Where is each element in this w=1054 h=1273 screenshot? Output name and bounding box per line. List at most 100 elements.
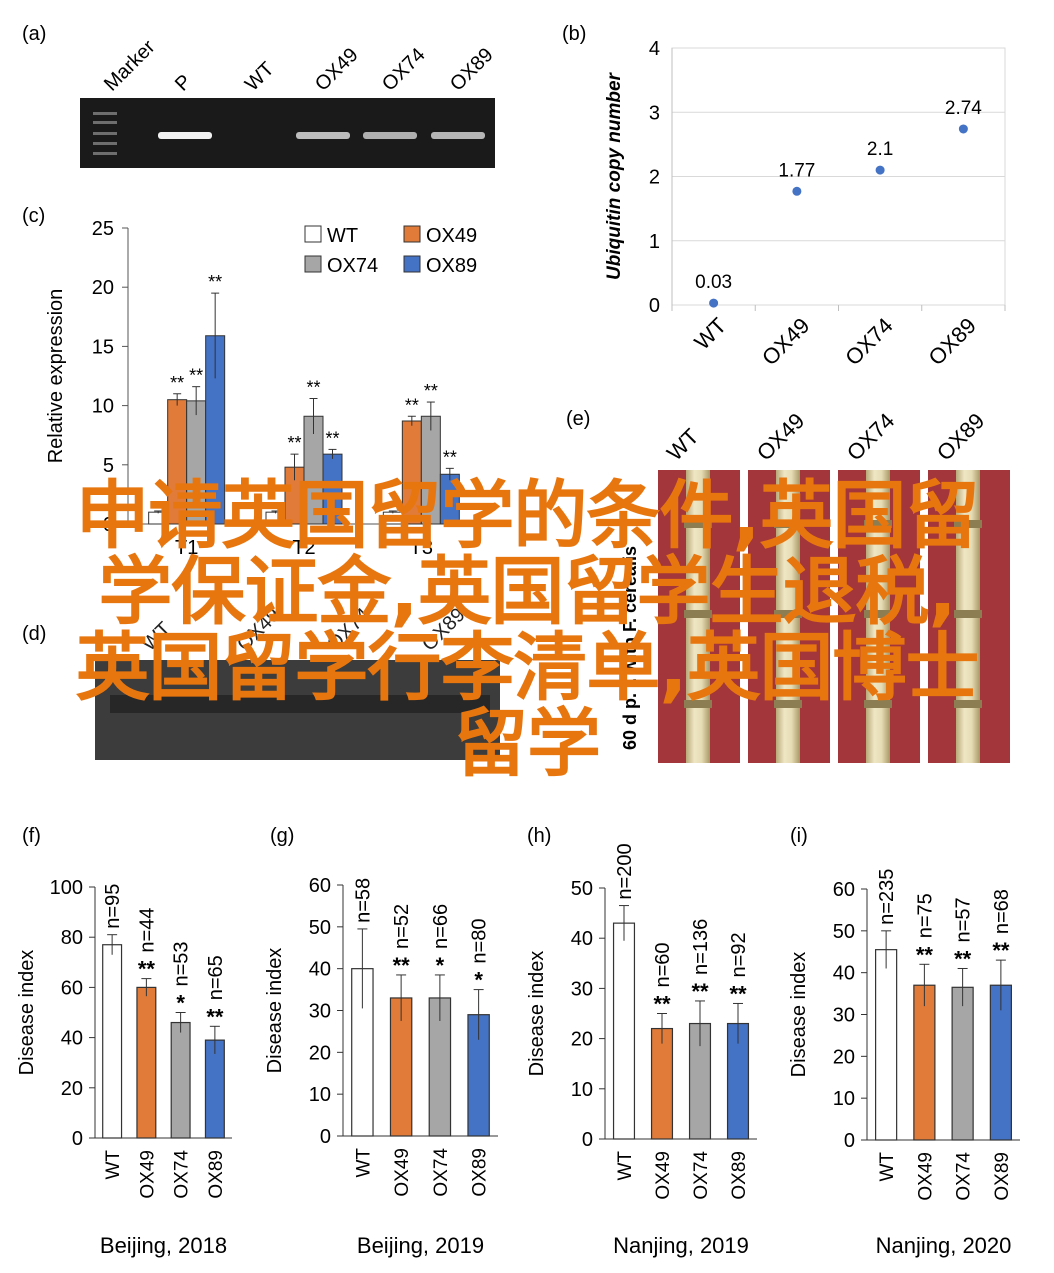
legend: WT OX49 OX74 OX89 [304,225,477,277]
panel-d-label: (d) [22,623,46,645]
marker-band [93,112,117,115]
legend-swatch [403,225,421,243]
marker-band [93,132,117,135]
bar [650,1027,674,1140]
gel-lane-labels: Marker P WT OX49 OX74 OX89 [100,36,498,96]
bar [102,944,123,1139]
x-tick-label: OX89 [923,313,980,370]
y-tick-label: 0 [103,514,114,536]
legend-swatch [304,255,322,273]
significance-mark: ** [992,938,1010,963]
y-tick-label: 50 [571,878,593,900]
stem-photo-label: OX74 [842,408,899,465]
overlay-line-3: 英国留学行李清单,英国博士 [75,625,979,711]
marker-band [93,152,117,155]
y-tick-label: 15 [92,336,114,358]
y-tick-label: 0 [582,1129,593,1151]
significance-mark: ** [138,957,156,982]
stem-node [864,520,892,528]
significance-mark: ** [208,272,222,292]
sample-size-label: n=60 [652,942,674,987]
x-tick-label: OX89 [206,1150,227,1199]
panel-b-label: (b) [562,23,586,45]
y-tick-label: 0 [72,1128,83,1150]
x-tick-label: OX89 [992,1152,1013,1201]
panel-h: (h) 0 10 20 30 40 50 Disease index n=200 WT ** n=6… [526,825,757,1258]
data-point [709,298,719,308]
gel-lane-label: Marker [100,36,160,96]
significance-mark: ** [206,1004,224,1029]
y-tick-label: 2 [649,167,660,189]
sample-size-label: n=53 [171,941,193,986]
chart-f: 0 20 40 60 80 100 Disease index n=95 WT ** n=44 OX4… [16,877,232,1258]
y-tick-label: 20 [92,277,114,299]
significance-mark: ** [691,979,709,1004]
y-tick-label: 30 [309,1001,331,1023]
y-tick-label: 25 [92,218,114,240]
data-point [792,186,802,196]
y-tick-label: 40 [309,959,331,981]
chart-i: 0 10 20 30 40 50 60 Disease index n=235 WT ** n=75 O… [788,869,1020,1258]
x-tick-label: T3 [410,537,433,559]
panel-e-label: (e) [566,408,590,430]
x-tick-label: OX49 [392,1148,413,1197]
y-axis-title: Relative expression [45,289,67,464]
y-tick-label: 20 [833,1046,855,1068]
legend-label: OX74 [327,255,378,277]
sample-size-label: n=65 [205,955,227,1000]
stem-photo-label: OX89 [932,408,989,465]
y-tick-label: 1 [649,231,660,253]
stem-node [954,610,982,618]
panel-c-label: (c) [22,205,45,227]
chart-title: Beijing, 2018 [100,1233,227,1258]
y-tick-label: 10 [833,1088,855,1110]
x-tick-label: T1 [175,537,198,559]
y-tick-label: 60 [309,875,331,897]
marker-band [93,142,117,145]
gel-band [158,132,212,139]
x-tick-label: OX89 [729,1151,750,1200]
overlay-line-2: 学保证金,英国留学生退税, [98,549,956,635]
significance-mark: ** [954,946,972,971]
sample-size-label: n=66 [430,904,452,949]
x-tick-label: OX74 [431,1148,452,1197]
y-tick-label: 30 [571,978,593,1000]
panel-f: (f) 0 20 40 60 80 100 Disease index n=95 WT ** n=4… [16,825,232,1258]
marker-band [93,121,117,124]
y-tick-label: 40 [571,928,593,950]
chart-title: Nanjing, 2020 [876,1233,1012,1258]
data-point [958,124,968,134]
gel-lane-label: OX89 [446,44,498,96]
sample-size-label: n=68 [991,889,1013,934]
significance-mark: ** [189,366,203,386]
legend-label: OX89 [426,255,477,277]
gel-band [363,132,417,139]
gel-image [80,98,495,168]
y-axis-title: Disease index [264,948,286,1074]
stem-node [774,610,802,618]
legend-swatch [304,225,322,243]
bar [951,986,974,1141]
y-tick-label: 60 [61,977,83,999]
y-tick-label: 10 [92,396,114,418]
bar [612,922,636,1140]
significance-mark: * [176,991,185,1016]
y-tick-label: 40 [61,1028,83,1050]
panel-i: (i) 0 10 20 30 40 50 60 Disease index n=235 WT ** n… [788,825,1020,1258]
y-tick-label: 60 [833,879,855,901]
x-tick-label: WT [615,1151,636,1181]
bar [875,949,898,1141]
sample-size-label: n=80 [469,919,491,964]
x-tick-label: T2 [292,537,315,559]
x-tick-label: OX49 [757,313,814,370]
y-tick-label: 100 [50,877,83,899]
stem-node [864,700,892,708]
y-tick-label: 20 [309,1042,331,1064]
sample-size-label: n=95 [102,884,124,929]
sample-size-label: n=136 [690,919,712,975]
sample-size-label: n=58 [352,878,374,923]
